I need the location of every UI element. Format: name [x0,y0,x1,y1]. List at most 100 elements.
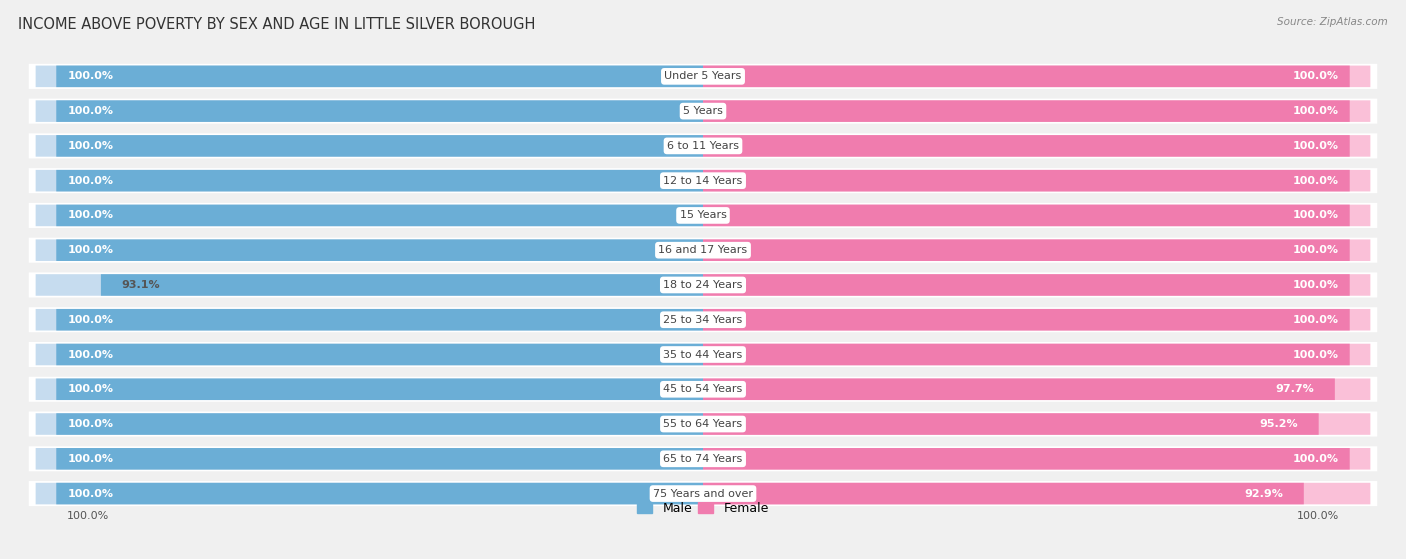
Text: 100.0%: 100.0% [1292,72,1339,82]
FancyBboxPatch shape [703,205,1350,226]
FancyBboxPatch shape [35,344,703,365]
FancyBboxPatch shape [35,378,703,400]
Text: Source: ZipAtlas.com: Source: ZipAtlas.com [1277,17,1388,27]
Text: 100.0%: 100.0% [1292,454,1339,464]
FancyBboxPatch shape [703,274,1371,296]
FancyBboxPatch shape [35,274,703,296]
FancyBboxPatch shape [28,238,1378,263]
FancyBboxPatch shape [703,483,1303,504]
Text: 5 Years: 5 Years [683,106,723,116]
FancyBboxPatch shape [703,101,1350,122]
FancyBboxPatch shape [35,205,703,226]
FancyBboxPatch shape [35,135,703,157]
Text: 100.0%: 100.0% [1292,280,1339,290]
FancyBboxPatch shape [28,307,1378,332]
FancyBboxPatch shape [703,274,1350,296]
Text: 100.0%: 100.0% [1292,176,1339,186]
FancyBboxPatch shape [35,448,703,470]
FancyBboxPatch shape [703,135,1350,157]
FancyBboxPatch shape [56,135,703,157]
FancyBboxPatch shape [28,446,1378,471]
FancyBboxPatch shape [703,483,1371,504]
FancyBboxPatch shape [703,101,1371,122]
FancyBboxPatch shape [28,411,1378,437]
FancyBboxPatch shape [703,309,1350,330]
Text: 100.0%: 100.0% [67,349,114,359]
Text: 100.0%: 100.0% [1292,349,1339,359]
FancyBboxPatch shape [56,344,703,365]
Text: 100.0%: 100.0% [67,384,114,394]
FancyBboxPatch shape [56,378,703,400]
Text: 100.0%: 100.0% [67,245,114,255]
FancyBboxPatch shape [703,170,1350,191]
FancyBboxPatch shape [56,309,703,330]
Text: 100.0%: 100.0% [67,176,114,186]
FancyBboxPatch shape [703,344,1371,365]
FancyBboxPatch shape [56,205,703,226]
FancyBboxPatch shape [703,170,1371,191]
FancyBboxPatch shape [703,378,1334,400]
FancyBboxPatch shape [28,272,1378,297]
FancyBboxPatch shape [703,344,1350,365]
FancyBboxPatch shape [56,65,703,87]
Text: 12 to 14 Years: 12 to 14 Years [664,176,742,186]
Text: 100.0%: 100.0% [1292,141,1339,151]
FancyBboxPatch shape [35,170,703,191]
Text: 35 to 44 Years: 35 to 44 Years [664,349,742,359]
FancyBboxPatch shape [101,274,703,296]
Text: 25 to 34 Years: 25 to 34 Years [664,315,742,325]
Text: 100.0%: 100.0% [1292,210,1339,220]
FancyBboxPatch shape [703,448,1350,470]
FancyBboxPatch shape [35,101,703,122]
FancyBboxPatch shape [703,309,1371,330]
Text: 6 to 11 Years: 6 to 11 Years [666,141,740,151]
FancyBboxPatch shape [56,483,703,504]
FancyBboxPatch shape [56,101,703,122]
FancyBboxPatch shape [28,481,1378,506]
Text: 75 Years and over: 75 Years and over [652,489,754,499]
FancyBboxPatch shape [35,309,703,330]
FancyBboxPatch shape [28,203,1378,228]
FancyBboxPatch shape [703,65,1371,87]
Text: 97.7%: 97.7% [1275,384,1315,394]
FancyBboxPatch shape [35,239,703,261]
FancyBboxPatch shape [703,413,1319,435]
Text: 100.0%: 100.0% [67,419,114,429]
FancyBboxPatch shape [35,413,703,435]
FancyBboxPatch shape [703,239,1371,261]
Text: 92.9%: 92.9% [1244,489,1284,499]
Text: 55 to 64 Years: 55 to 64 Years [664,419,742,429]
FancyBboxPatch shape [28,64,1378,89]
Text: 100.0%: 100.0% [67,106,114,116]
FancyBboxPatch shape [703,205,1371,226]
FancyBboxPatch shape [703,413,1371,435]
FancyBboxPatch shape [703,65,1350,87]
Text: 18 to 24 Years: 18 to 24 Years [664,280,742,290]
Text: 15 Years: 15 Years [679,210,727,220]
Text: 100.0%: 100.0% [67,315,114,325]
Text: 65 to 74 Years: 65 to 74 Years [664,454,742,464]
Text: INCOME ABOVE POVERTY BY SEX AND AGE IN LITTLE SILVER BOROUGH: INCOME ABOVE POVERTY BY SEX AND AGE IN L… [18,17,536,32]
Text: 100.0%: 100.0% [67,72,114,82]
Legend: Male, Female: Male, Female [633,497,773,520]
Text: 45 to 54 Years: 45 to 54 Years [664,384,742,394]
FancyBboxPatch shape [35,483,703,504]
Text: Under 5 Years: Under 5 Years [665,72,741,82]
FancyBboxPatch shape [28,377,1378,402]
FancyBboxPatch shape [56,170,703,191]
FancyBboxPatch shape [28,134,1378,158]
FancyBboxPatch shape [28,342,1378,367]
Text: 100.0%: 100.0% [1292,106,1339,116]
Text: 100.0%: 100.0% [1292,315,1339,325]
FancyBboxPatch shape [703,378,1371,400]
Text: 100.0%: 100.0% [67,489,114,499]
FancyBboxPatch shape [35,65,703,87]
FancyBboxPatch shape [703,448,1371,470]
FancyBboxPatch shape [56,413,703,435]
FancyBboxPatch shape [28,98,1378,124]
Text: 16 and 17 Years: 16 and 17 Years [658,245,748,255]
Text: 100.0%: 100.0% [67,511,110,521]
Text: 95.2%: 95.2% [1260,419,1298,429]
FancyBboxPatch shape [703,135,1371,157]
FancyBboxPatch shape [56,448,703,470]
